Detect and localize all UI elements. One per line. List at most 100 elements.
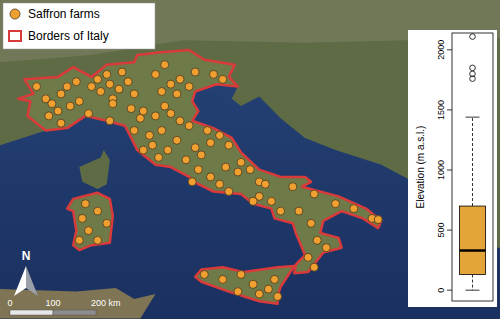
farm-point <box>267 197 275 205</box>
y-tick-label: 1000 <box>436 160 446 180</box>
farm-point <box>200 271 208 279</box>
lower-whisker <box>472 275 473 291</box>
y-tick <box>447 109 452 110</box>
y-tick-label: 500 <box>436 223 446 238</box>
farm-point <box>374 216 382 224</box>
farm-point <box>246 166 254 174</box>
farm-point <box>277 207 285 215</box>
farm-point <box>310 263 318 271</box>
box <box>460 206 486 275</box>
farm-point <box>63 83 71 91</box>
farm-point <box>146 131 154 139</box>
farm-point <box>210 70 218 78</box>
farm-point <box>57 90 65 98</box>
farm-point <box>130 90 138 98</box>
map-figure: Saffron farmsBorders of ItalyN0100200 km… <box>0 0 500 319</box>
scale-label: 0 <box>7 298 12 308</box>
farm-point <box>81 200 89 208</box>
farm-point <box>304 253 312 261</box>
farm-point <box>85 110 93 118</box>
y-tick-label: 1500 <box>436 100 446 120</box>
y-tick <box>447 290 452 291</box>
farm-point <box>158 127 166 135</box>
farm-point <box>182 156 190 164</box>
italy-mainland <box>18 50 381 273</box>
farm-point <box>191 68 199 76</box>
farm-point <box>271 275 279 283</box>
whisker-cap <box>466 117 480 118</box>
farm-point <box>97 88 105 96</box>
farm-point <box>194 166 202 174</box>
farm-point <box>225 141 233 149</box>
y-tick-label: 0 <box>436 288 446 293</box>
farm-point <box>167 80 175 88</box>
farm-point <box>216 180 224 188</box>
y-tick <box>447 49 452 50</box>
whisker-cap <box>466 290 480 291</box>
legend-marker <box>9 31 21 41</box>
farm-point <box>136 114 144 122</box>
farm-point <box>155 153 163 161</box>
farm-point <box>152 112 160 120</box>
farm-point <box>307 219 315 227</box>
farm-point <box>173 90 181 98</box>
legend-label: Borders of Italy <box>28 29 109 43</box>
y-axis-label: Elevation (m a.s.l.) <box>415 126 426 209</box>
sardinia <box>67 193 113 250</box>
farm-point <box>249 280 257 288</box>
farm-point <box>237 271 245 279</box>
farm-point <box>152 70 160 78</box>
y-tick <box>447 170 452 171</box>
farm-point <box>106 80 114 88</box>
north-arrow <box>26 266 38 296</box>
scale-segment <box>53 310 96 315</box>
north-arrow <box>14 266 26 296</box>
north-label: N <box>22 249 31 263</box>
outlier <box>470 34 476 40</box>
farm-point <box>85 227 93 235</box>
sicily <box>195 266 294 304</box>
scale-label: 100 <box>45 298 60 308</box>
farm-point <box>139 146 147 154</box>
farm-point <box>94 207 102 215</box>
scale-label: 200 km <box>91 298 121 308</box>
farm-point <box>310 190 318 198</box>
farm-point <box>54 107 62 115</box>
farm-point <box>33 83 41 91</box>
farms <box>33 61 383 301</box>
farm-point <box>188 178 196 186</box>
farm-point <box>103 70 111 78</box>
farm-point <box>225 188 233 196</box>
farm-point <box>106 117 114 125</box>
farm-point <box>167 110 175 118</box>
farm-point <box>88 83 96 91</box>
legend-marker <box>10 9 20 19</box>
farm-point <box>322 244 330 252</box>
farm-point <box>127 105 135 113</box>
farm-point <box>185 83 193 91</box>
farm-point <box>207 173 215 181</box>
y-tick-label: 2000 <box>436 40 446 60</box>
upper-whisker <box>472 117 473 206</box>
farm-point <box>261 180 269 188</box>
farm-point <box>222 163 230 171</box>
farm-point <box>216 131 224 139</box>
farm-point <box>207 139 215 147</box>
farm-point <box>57 119 65 127</box>
farm-point <box>94 236 102 244</box>
inset-background <box>408 30 497 307</box>
box-plot <box>460 34 486 290</box>
farm-point <box>274 293 282 301</box>
farm-point <box>332 200 340 208</box>
farm-point <box>176 75 184 83</box>
farm-point <box>313 236 321 244</box>
farm-point <box>78 214 86 222</box>
farm-point <box>124 78 132 86</box>
farm-point <box>66 102 74 110</box>
y-tick <box>447 230 452 231</box>
farm-point <box>289 183 297 191</box>
outlier <box>470 65 476 71</box>
farm-point <box>264 285 272 293</box>
farm-point <box>130 127 138 135</box>
farm-point <box>203 127 211 135</box>
